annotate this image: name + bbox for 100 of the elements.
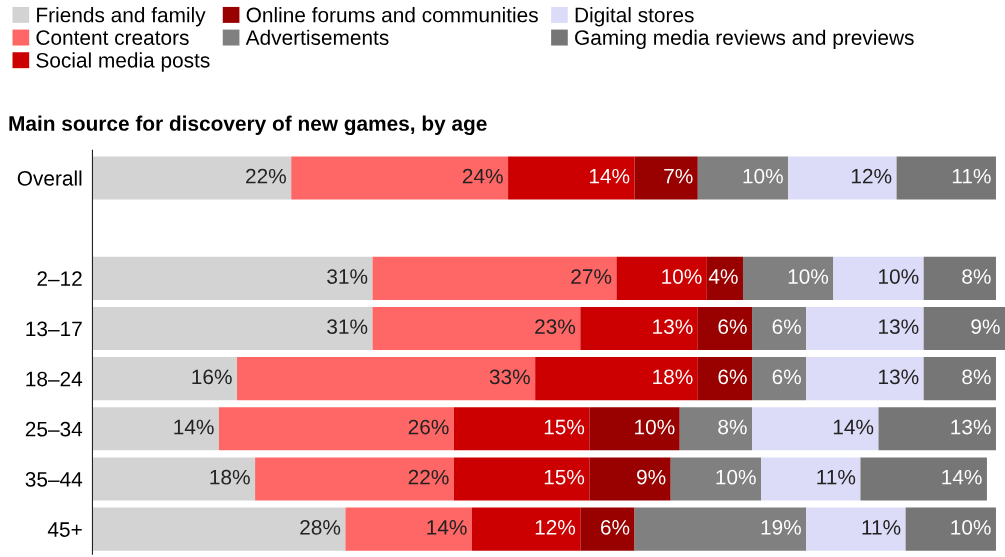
bar: [634, 507, 807, 551]
bar: [697, 306, 753, 351]
data-label: 18%: [210, 469, 250, 485]
data-label: 28%: [300, 519, 341, 535]
legend-label: Online forums and communities: [246, 7, 538, 23]
data-label: 6%: [772, 369, 801, 385]
bar: [372, 306, 581, 351]
data-label: 14%: [427, 520, 467, 535]
data-label: 31%: [327, 269, 368, 284]
data-label: 26%: [408, 419, 449, 435]
bar: [471, 507, 581, 551]
bar: [788, 156, 897, 200]
data-label: 15%: [544, 419, 585, 435]
bar: [761, 457, 861, 501]
chart-title: Main source for discovery of new games, by age: [9, 115, 487, 136]
bar: [580, 507, 635, 551]
bar: [806, 306, 924, 351]
bar: [923, 357, 996, 401]
data-label: 11%: [952, 168, 991, 184]
data-label: 14%: [942, 469, 982, 485]
bar: [92, 507, 346, 551]
bar: [752, 357, 807, 401]
bar: [453, 407, 590, 451]
legend-label: Digital stores: [575, 7, 694, 27]
bar: [697, 156, 789, 200]
bar: [860, 457, 987, 501]
legend-label: Content creators: [36, 30, 189, 45]
data-label: 10%: [879, 269, 919, 284]
bar: [670, 457, 762, 501]
bar: [255, 457, 454, 501]
data-label: 19%: [761, 519, 801, 535]
data-label: 18%: [653, 369, 693, 385]
data-label: 16%: [192, 369, 232, 385]
data-label: 15%: [544, 469, 585, 485]
bar: [806, 357, 924, 401]
data-label: 4%: [708, 269, 738, 284]
bar: [752, 407, 879, 451]
bar: [237, 357, 536, 401]
bar: [923, 256, 996, 300]
bar: [345, 507, 472, 551]
bar: [589, 457, 671, 501]
data-label: 22%: [246, 168, 286, 184]
bar: [92, 457, 256, 501]
bar: [634, 156, 698, 200]
bar: [92, 306, 373, 351]
data-label: 6%: [718, 369, 747, 385]
data-label: 24%: [462, 168, 503, 184]
data-label: 6%: [718, 319, 747, 335]
data-label: 13%: [879, 369, 919, 385]
data-label: 6%: [600, 519, 630, 535]
data-label: 13%: [879, 319, 919, 335]
data-label: 33%: [489, 369, 530, 385]
bar: [679, 407, 753, 451]
bar: [905, 507, 996, 551]
bar: [589, 407, 680, 451]
y-tick-label: 25–34: [25, 421, 83, 437]
legend-label: Social media posts: [36, 52, 210, 72]
data-label: 9%: [971, 319, 1000, 335]
bar: [580, 306, 698, 351]
bar: [742, 256, 834, 300]
data-label: 13%: [653, 319, 693, 335]
bar: [752, 306, 807, 351]
bar: [878, 407, 996, 451]
data-label: 10%: [951, 519, 991, 535]
data-label: 7%: [664, 168, 693, 184]
bar: [508, 156, 635, 200]
data-label: 27%: [571, 269, 612, 284]
data-label: 14%: [589, 168, 630, 184]
bar: [706, 256, 743, 300]
data-label: 8%: [962, 269, 991, 284]
data-label: 8%: [962, 369, 991, 385]
bar: [218, 407, 454, 451]
legend-label: Gaming media reviews and previews: [575, 29, 914, 50]
bar: [453, 457, 590, 501]
y-tick-label: 45+: [47, 522, 82, 537]
data-label: 10%: [743, 168, 783, 184]
data-label: 9%: [637, 469, 666, 485]
bar: [923, 306, 1005, 351]
bar: [697, 357, 753, 401]
data-label: 12%: [535, 519, 576, 535]
data-label: 10%: [635, 419, 675, 435]
y-tick-label: 13–17: [26, 321, 82, 337]
data-label: 22%: [408, 469, 449, 485]
data-label: 6%: [772, 319, 801, 335]
data-label: 31%: [327, 319, 368, 335]
data-label: 23%: [535, 319, 576, 335]
bar: [616, 256, 707, 300]
y-tick-label: 18–24: [26, 371, 83, 387]
data-label: 10%: [662, 269, 702, 284]
legend-label: Advertisements: [245, 29, 389, 45]
bar: [372, 256, 617, 300]
bar: [92, 357, 238, 401]
data-label: 13%: [951, 419, 991, 435]
bar: [92, 256, 373, 300]
y-tick-label: 35–44: [25, 471, 83, 487]
y-tick-label: Overall: [17, 170, 82, 186]
bar: [806, 507, 906, 551]
data-label: 11%: [862, 520, 901, 535]
data-label: 10%: [788, 269, 829, 284]
data-label: 14%: [174, 419, 214, 435]
